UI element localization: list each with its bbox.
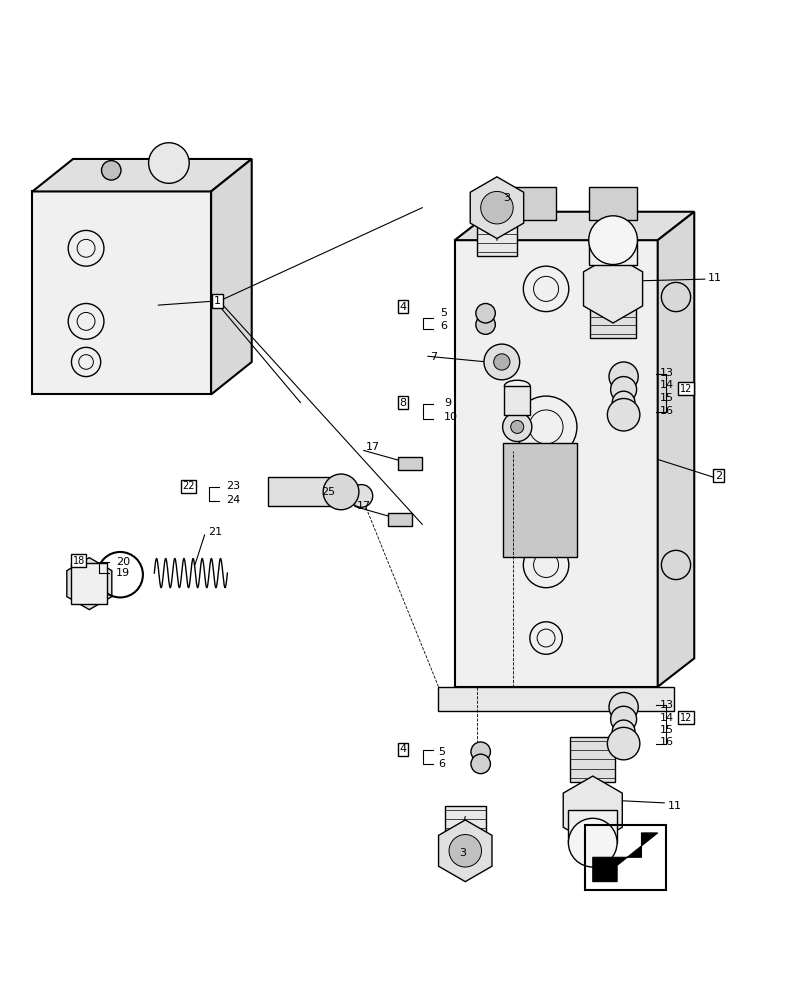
Bar — [568, 810, 616, 843]
Circle shape — [502, 412, 531, 442]
Bar — [588, 187, 637, 220]
Text: 17: 17 — [365, 442, 379, 452]
Polygon shape — [438, 820, 491, 882]
Polygon shape — [438, 687, 673, 711]
Text: 20: 20 — [116, 557, 130, 567]
Polygon shape — [32, 159, 251, 191]
Bar — [504, 386, 530, 415]
Bar — [444, 806, 485, 851]
Polygon shape — [32, 191, 211, 394]
Circle shape — [101, 161, 121, 180]
Bar — [507, 187, 556, 220]
Circle shape — [611, 391, 634, 414]
Text: 15: 15 — [659, 725, 673, 735]
Text: 6: 6 — [438, 759, 445, 769]
Polygon shape — [657, 212, 693, 687]
Text: 24: 24 — [225, 495, 240, 505]
Text: 5: 5 — [438, 747, 445, 757]
Circle shape — [611, 720, 634, 743]
Polygon shape — [592, 833, 657, 882]
Circle shape — [475, 303, 495, 323]
Circle shape — [470, 742, 490, 761]
Circle shape — [493, 354, 509, 370]
Polygon shape — [583, 255, 642, 323]
Text: 13: 13 — [659, 368, 673, 378]
Text: 2: 2 — [714, 471, 721, 481]
Circle shape — [607, 398, 639, 431]
Text: 22: 22 — [182, 481, 195, 491]
Bar — [397, 457, 422, 470]
Circle shape — [475, 315, 495, 334]
Text: 18: 18 — [72, 556, 85, 566]
Text: 19: 19 — [116, 568, 130, 578]
Polygon shape — [470, 177, 523, 239]
Text: 3: 3 — [503, 193, 510, 203]
Text: 12: 12 — [679, 384, 692, 394]
Text: 17: 17 — [357, 501, 371, 511]
Text: 16: 16 — [659, 406, 673, 416]
Circle shape — [510, 420, 523, 433]
Text: 9: 9 — [444, 398, 451, 408]
Text: 14: 14 — [659, 380, 673, 390]
Circle shape — [608, 692, 637, 722]
Circle shape — [568, 818, 616, 867]
Circle shape — [448, 835, 481, 867]
Circle shape — [610, 377, 636, 403]
Text: 11: 11 — [667, 801, 681, 811]
Circle shape — [608, 362, 637, 391]
Circle shape — [483, 344, 519, 380]
Bar — [588, 240, 637, 265]
Text: 23: 23 — [225, 481, 239, 491]
Text: 5: 5 — [440, 308, 447, 318]
Text: 4: 4 — [399, 302, 406, 312]
Text: 6: 6 — [440, 321, 447, 331]
Circle shape — [607, 727, 639, 760]
Polygon shape — [211, 159, 251, 394]
Text: 11: 11 — [707, 273, 721, 283]
Text: 25: 25 — [321, 487, 335, 497]
Circle shape — [323, 474, 358, 510]
Bar — [388, 513, 412, 526]
Polygon shape — [454, 212, 693, 240]
Bar — [590, 285, 635, 338]
Bar — [584, 825, 665, 890]
Text: 10: 10 — [444, 412, 457, 422]
Text: 1: 1 — [214, 296, 221, 306]
Text: 7: 7 — [430, 352, 437, 362]
Text: 15: 15 — [659, 393, 673, 403]
Bar — [569, 737, 615, 782]
Polygon shape — [67, 558, 112, 610]
Circle shape — [148, 143, 189, 183]
Bar — [71, 563, 107, 604]
Text: 8: 8 — [399, 398, 406, 408]
Text: 4: 4 — [399, 744, 406, 754]
Circle shape — [350, 485, 372, 507]
Circle shape — [470, 754, 490, 774]
Polygon shape — [454, 240, 657, 687]
Text: 13: 13 — [659, 700, 673, 710]
Text: 12: 12 — [679, 713, 692, 723]
Bar — [503, 443, 576, 557]
Circle shape — [588, 216, 637, 265]
Text: 16: 16 — [659, 737, 673, 747]
Circle shape — [610, 706, 636, 732]
Bar — [268, 477, 341, 506]
Text: 3: 3 — [458, 848, 466, 858]
Bar — [476, 208, 517, 256]
Text: 14: 14 — [659, 713, 673, 723]
Circle shape — [480, 191, 513, 224]
Text: 21: 21 — [208, 527, 221, 537]
Polygon shape — [563, 776, 621, 844]
